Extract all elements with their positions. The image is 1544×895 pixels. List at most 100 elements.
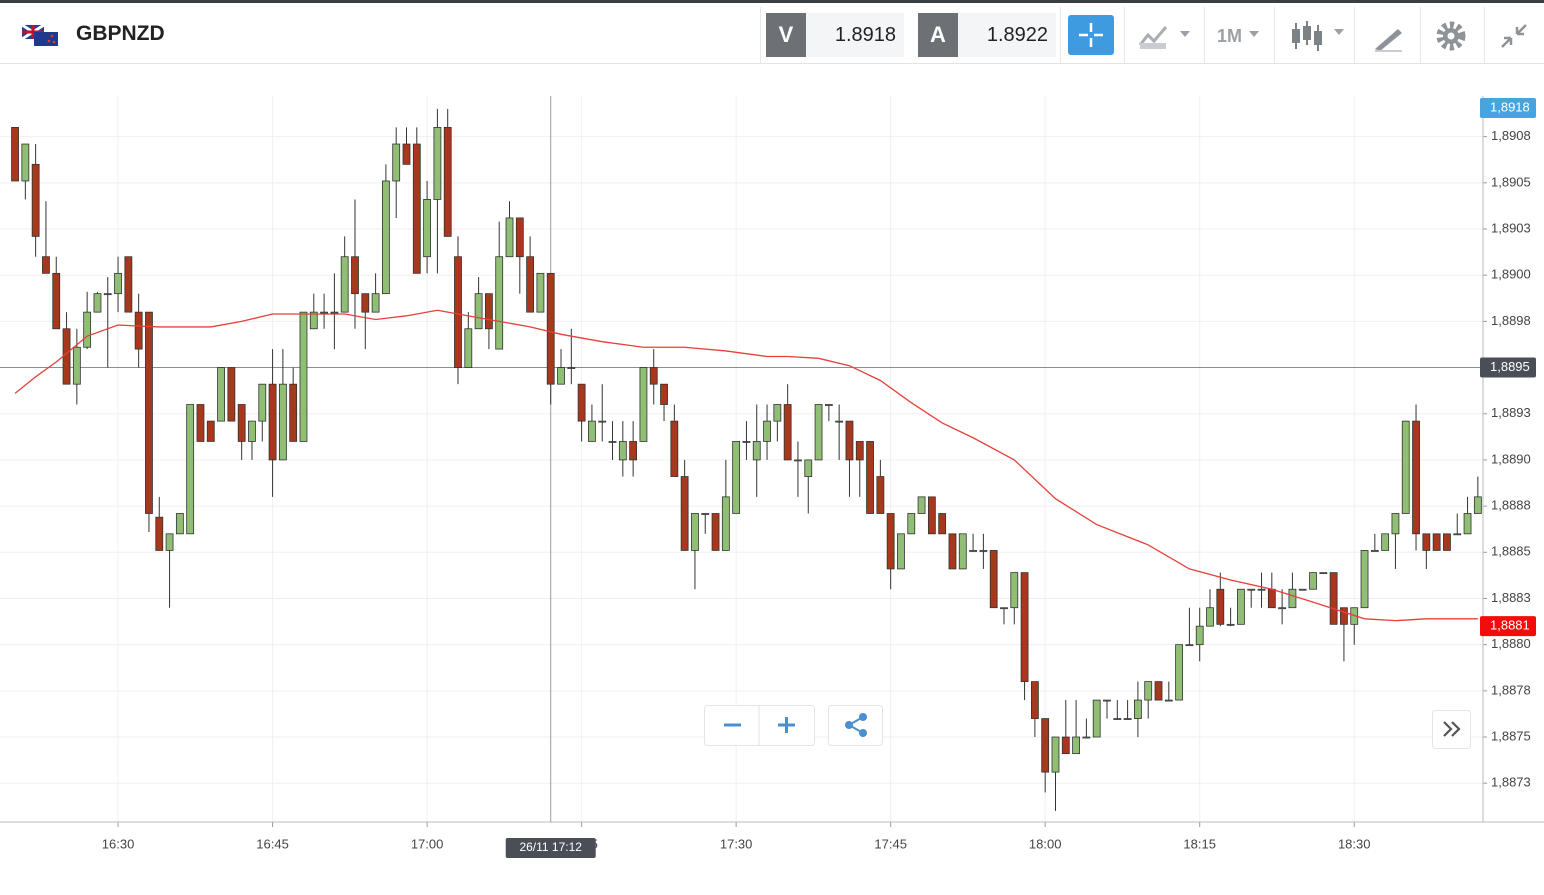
bid-price[interactable]: 1.8918 <box>806 13 904 57</box>
candle-body <box>732 441 741 514</box>
candle-body <box>649 367 658 385</box>
bid-price-label: 1,8918 <box>1490 99 1530 114</box>
candle-body <box>824 404 833 406</box>
candle-body <box>217 367 225 422</box>
y-tick-label: 1,8900 <box>1491 267 1531 282</box>
zoom-in[interactable] <box>778 717 795 733</box>
draw-button[interactable] <box>1372 23 1406 53</box>
crosshair-price-label: 1,8895 <box>1490 359 1530 374</box>
candle-body <box>299 311 308 442</box>
y-tick-label: 1,8893 <box>1491 405 1531 420</box>
candle-body <box>1473 496 1482 514</box>
candle-body <box>371 293 380 313</box>
candle-body <box>505 217 514 258</box>
candle-body <box>155 516 164 551</box>
settings-button[interactable] <box>1434 19 1468 53</box>
candle-body <box>1082 736 1091 739</box>
candle-body <box>381 180 390 295</box>
candle-body <box>1164 699 1173 702</box>
candle-body <box>1319 572 1328 575</box>
candle-body <box>1267 588 1276 609</box>
candle-body <box>1020 572 1029 683</box>
candle-body <box>145 311 153 514</box>
candle-body <box>1391 513 1400 535</box>
y-tick-label: 1,8880 <box>1491 636 1531 651</box>
candle-body <box>629 441 638 461</box>
candle-body <box>979 550 988 552</box>
candle-body <box>701 513 710 515</box>
candle-body <box>1257 588 1266 591</box>
candle-body <box>1030 681 1039 719</box>
candle-body <box>72 346 81 385</box>
candle-body <box>31 163 40 237</box>
x-tick-label: 16:45 <box>256 836 289 851</box>
candle-body <box>855 441 864 461</box>
candle-body <box>175 513 184 535</box>
candle-body <box>392 143 401 182</box>
crosshair-price-box <box>1480 357 1536 378</box>
candle-body <box>443 127 452 237</box>
candle-body <box>1381 533 1390 551</box>
candle-body <box>1144 681 1153 701</box>
x-tick-label: 17:45 <box>874 836 907 851</box>
share-button[interactable] <box>845 713 867 737</box>
candle-body <box>268 383 277 461</box>
x-tick-label: 18:30 <box>1338 836 1371 851</box>
last-price-label: 1,8881 <box>1490 618 1530 633</box>
candle-body <box>340 256 349 313</box>
x-tick-label: 16:30 <box>102 836 135 851</box>
candle-body <box>485 293 493 330</box>
candle-body <box>206 420 215 442</box>
candle-body <box>11 127 19 182</box>
candle-body <box>165 533 174 551</box>
candle-body <box>691 513 699 551</box>
crosshair-button[interactable] <box>1068 15 1114 55</box>
candle-body <box>1432 533 1441 551</box>
candle-body <box>557 367 565 385</box>
y-tick-label: 1,8905 <box>1491 174 1531 189</box>
candle-body <box>1412 420 1420 535</box>
candle-body <box>1000 607 1008 610</box>
y-tick-label: 1,8888 <box>1491 498 1531 513</box>
candle-body <box>1195 625 1204 646</box>
y-tick-label: 1,8903 <box>1491 220 1531 235</box>
candle-body <box>1206 607 1214 627</box>
candle-body <box>1092 699 1101 738</box>
x-tick-label: 18:15 <box>1183 836 1216 851</box>
chart-type-button[interactable] <box>1138 21 1196 51</box>
candle-body <box>1329 572 1338 625</box>
candle-style-button[interactable] <box>1290 19 1346 53</box>
candle-body <box>289 383 298 442</box>
candle-body <box>721 496 730 551</box>
candle-body <box>1154 681 1163 701</box>
candle-body <box>989 550 998 609</box>
candle-body <box>1298 588 1307 591</box>
candle-body <box>618 441 627 461</box>
moving-average <box>14 309 1478 622</box>
candle-body <box>1422 533 1431 551</box>
candle-body <box>103 293 112 296</box>
bid-label[interactable]: V <box>766 13 806 57</box>
candle-body <box>814 404 823 461</box>
candle-body <box>464 328 473 368</box>
candle-body <box>927 496 936 535</box>
candle-body <box>1072 736 1080 755</box>
last-price-box <box>1480 616 1536 637</box>
candle-body <box>474 293 483 330</box>
timeframe[interactable]: 1M <box>1217 26 1243 46</box>
candle-body <box>773 404 782 422</box>
ask-price[interactable]: 1.8922 <box>958 13 1056 57</box>
ask-label[interactable]: A <box>918 13 958 57</box>
candle-body <box>1123 718 1132 720</box>
scroll-right-button[interactable] <box>1432 710 1472 750</box>
candle-body <box>794 459 802 462</box>
candle-body <box>1340 607 1348 625</box>
candle-body <box>495 256 504 350</box>
candle-body <box>412 143 421 274</box>
candle-body <box>93 293 102 313</box>
x-tick-label: 18:00 <box>1029 836 1062 851</box>
collapse-button[interactable] <box>1498 21 1530 51</box>
candle-body <box>969 550 977 552</box>
candle-body <box>1401 420 1410 514</box>
candle-body <box>21 143 30 182</box>
